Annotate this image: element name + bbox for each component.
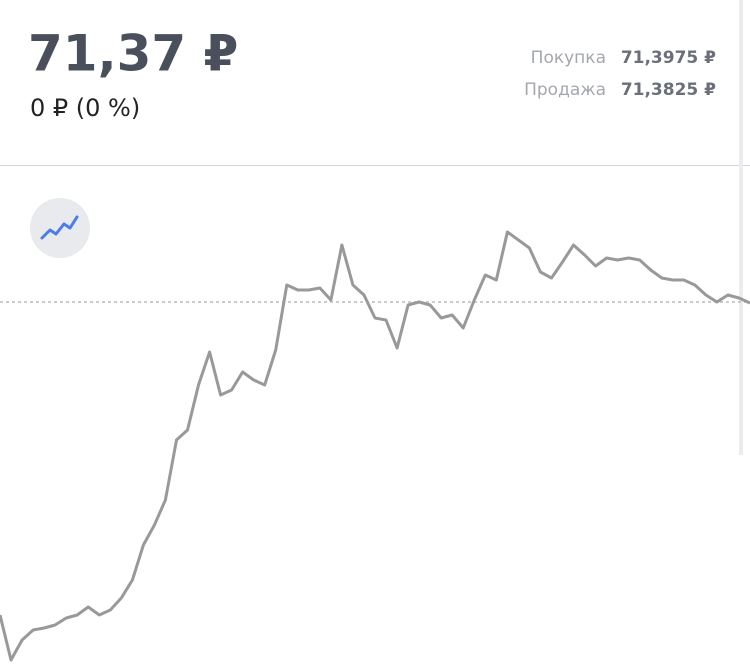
chart-type-button[interactable] <box>30 198 90 258</box>
sell-value: 71,3825 ₽ <box>621 80 716 100</box>
buy-value: 71,3975 ₽ <box>621 48 716 68</box>
price: 71,37 ₽ <box>28 25 238 83</box>
buy-label: Покупка <box>531 48 606 68</box>
price-line <box>0 230 750 662</box>
sell-label: Продажа <box>524 80 606 100</box>
line-icon <box>40 215 79 240</box>
change: 0 ₽ (0 %) <box>30 94 140 122</box>
